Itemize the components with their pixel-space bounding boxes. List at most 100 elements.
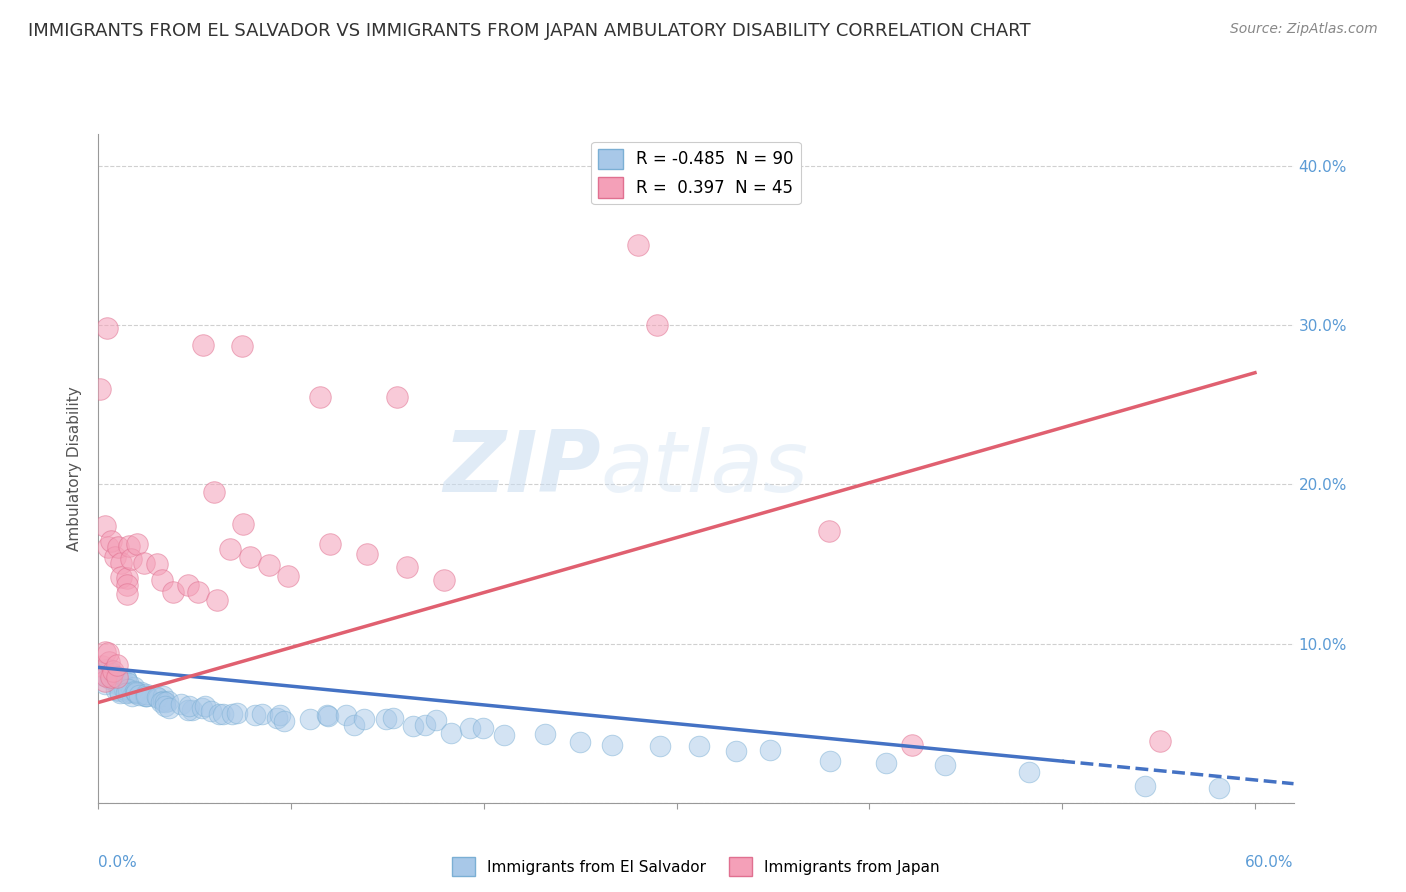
Point bbox=[90, 659, 112, 673]
Point bbox=[124, 683, 146, 698]
Point bbox=[266, 711, 288, 725]
Point bbox=[353, 712, 375, 726]
Point bbox=[121, 689, 143, 703]
Point bbox=[96, 321, 118, 335]
Point bbox=[107, 684, 129, 698]
Legend: Immigrants from El Salvador, Immigrants from Japan: Immigrants from El Salvador, Immigrants … bbox=[446, 851, 946, 882]
Point bbox=[343, 718, 366, 732]
Y-axis label: Ambulatory Disability: Ambulatory Disability bbox=[67, 386, 83, 550]
Point bbox=[153, 695, 176, 709]
Point bbox=[356, 547, 378, 561]
Point bbox=[385, 390, 409, 404]
Point bbox=[115, 673, 138, 687]
Point bbox=[243, 707, 266, 722]
Point bbox=[117, 685, 139, 699]
Point bbox=[117, 676, 139, 690]
Point bbox=[153, 698, 176, 713]
Point bbox=[135, 687, 157, 701]
Text: Source: ZipAtlas.com: Source: ZipAtlas.com bbox=[1230, 22, 1378, 37]
Point bbox=[221, 706, 243, 721]
Point bbox=[818, 524, 841, 538]
Point bbox=[177, 699, 200, 714]
Text: atlas: atlas bbox=[600, 426, 808, 510]
Point bbox=[150, 695, 173, 709]
Point bbox=[96, 662, 118, 676]
Point bbox=[315, 707, 337, 722]
Point bbox=[231, 339, 253, 353]
Point bbox=[162, 584, 184, 599]
Point bbox=[104, 674, 127, 689]
Point bbox=[115, 578, 138, 592]
Point bbox=[208, 706, 231, 721]
Point bbox=[128, 688, 150, 702]
Text: IMMIGRANTS FROM EL SALVADOR VS IMMIGRANTS FROM JAPAN AMBULATORY DISABILITY CORRE: IMMIGRANTS FROM EL SALVADOR VS IMMIGRANT… bbox=[28, 22, 1031, 40]
Text: ZIP: ZIP bbox=[443, 426, 600, 510]
Point bbox=[934, 757, 956, 772]
Point bbox=[96, 668, 118, 682]
Point bbox=[277, 568, 299, 582]
Point bbox=[202, 485, 225, 500]
Point bbox=[100, 669, 122, 683]
Point bbox=[433, 573, 456, 587]
Point bbox=[212, 707, 235, 722]
Text: 0.0%: 0.0% bbox=[98, 855, 138, 870]
Point bbox=[100, 533, 122, 548]
Point bbox=[122, 681, 145, 695]
Point bbox=[134, 556, 156, 570]
Point bbox=[200, 704, 222, 718]
Point bbox=[94, 674, 117, 689]
Point bbox=[125, 685, 148, 699]
Point bbox=[93, 518, 115, 533]
Point bbox=[112, 682, 135, 697]
Point bbox=[205, 593, 228, 607]
Point bbox=[134, 689, 156, 703]
Point bbox=[191, 701, 214, 715]
Point bbox=[533, 727, 555, 741]
Point bbox=[269, 708, 291, 723]
Point bbox=[105, 677, 128, 691]
Point bbox=[425, 714, 447, 728]
Point bbox=[98, 672, 121, 686]
Point bbox=[97, 541, 120, 555]
Point bbox=[1018, 765, 1040, 780]
Point bbox=[125, 686, 148, 700]
Point bbox=[146, 557, 169, 571]
Point bbox=[115, 571, 138, 585]
Point bbox=[152, 689, 174, 703]
Point bbox=[157, 701, 180, 715]
Point bbox=[758, 743, 780, 757]
Point bbox=[115, 686, 138, 700]
Point bbox=[194, 698, 217, 713]
Point bbox=[105, 658, 128, 673]
Point bbox=[120, 551, 142, 566]
Point bbox=[114, 672, 136, 686]
Point bbox=[875, 756, 897, 771]
Point bbox=[103, 549, 125, 564]
Point bbox=[110, 672, 132, 686]
Point bbox=[97, 647, 120, 661]
Point bbox=[472, 721, 495, 735]
Point bbox=[901, 739, 924, 753]
Point bbox=[309, 390, 332, 404]
Point bbox=[187, 585, 209, 599]
Point bbox=[647, 318, 669, 332]
Point bbox=[94, 677, 117, 691]
Point bbox=[226, 706, 249, 720]
Point bbox=[97, 655, 120, 669]
Point bbox=[146, 690, 169, 704]
Point bbox=[105, 670, 128, 684]
Point bbox=[494, 728, 516, 742]
Point bbox=[273, 714, 295, 728]
Point bbox=[250, 707, 273, 722]
Point bbox=[648, 739, 671, 754]
Text: 60.0%: 60.0% bbox=[1246, 855, 1294, 870]
Point bbox=[725, 743, 748, 757]
Point bbox=[104, 682, 127, 697]
Point bbox=[129, 685, 152, 699]
Point bbox=[335, 707, 357, 722]
Point bbox=[413, 718, 436, 732]
Point bbox=[146, 691, 169, 706]
Point bbox=[135, 689, 157, 703]
Point bbox=[401, 719, 423, 733]
Point bbox=[98, 668, 121, 682]
